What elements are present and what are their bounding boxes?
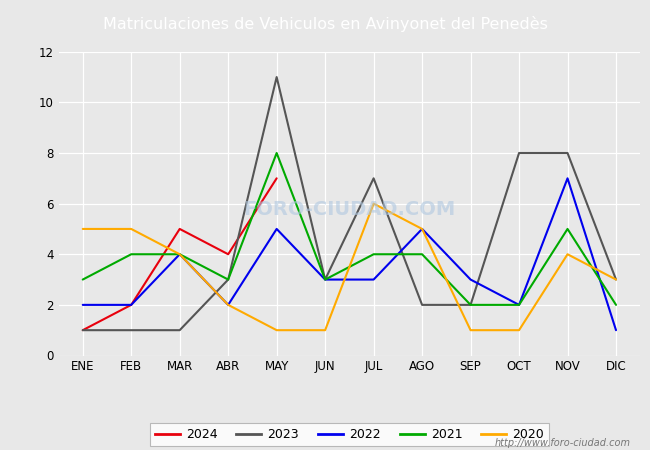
Text: http://www.foro-ciudad.com: http://www.foro-ciudad.com xyxy=(495,438,630,448)
Text: FORO-CIUDAD.COM: FORO-CIUDAD.COM xyxy=(243,200,456,219)
Text: Matriculaciones de Vehiculos en Avinyonet del Penedès: Matriculaciones de Vehiculos en Avinyone… xyxy=(103,16,547,32)
Legend: 2024, 2023, 2022, 2021, 2020: 2024, 2023, 2022, 2021, 2020 xyxy=(150,423,549,446)
